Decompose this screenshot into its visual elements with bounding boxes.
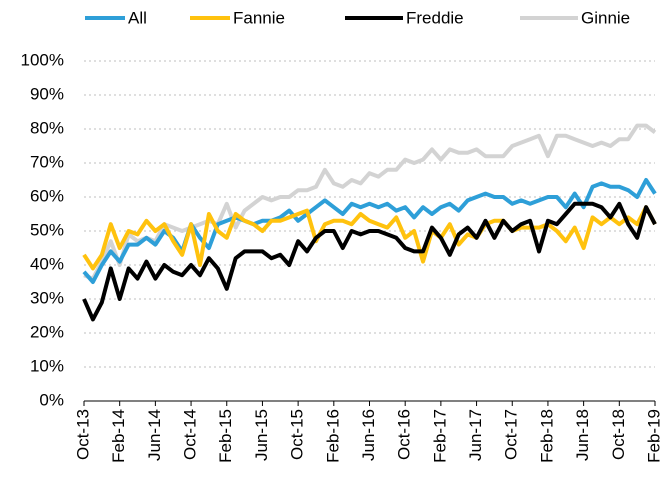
y-tick-label: 90%: [30, 84, 64, 103]
y-tick-label: 60%: [30, 186, 64, 205]
series-line: [83, 123, 657, 281]
x-tick-label: Feb-14: [109, 409, 128, 463]
x-tick-label: Feb-16: [323, 409, 342, 463]
y-tick-label: 50%: [30, 220, 64, 239]
x-tick-label: Jun-15: [252, 409, 271, 461]
x-tick-label: Jun-16: [359, 409, 378, 461]
legend-label: Freddie: [406, 8, 464, 27]
legend-label: Ginnie: [581, 8, 630, 27]
x-tick-label: Oct-13: [73, 409, 92, 460]
x-tick-label: Oct-15: [288, 409, 307, 460]
y-tick-label: 20%: [30, 322, 64, 341]
x-tick-label: Feb-19: [644, 409, 663, 463]
x-tick-label: Jun-18: [573, 409, 592, 461]
x-tick-label: Feb-15: [216, 409, 235, 463]
y-tick-label: 10%: [30, 356, 64, 375]
series-line: [82, 205, 657, 271]
x-tick-label: Feb-17: [430, 409, 449, 463]
x-tick-label: Feb-18: [537, 409, 556, 463]
y-tick-label: 30%: [30, 288, 64, 307]
legend-label: All: [128, 8, 147, 27]
series-line: [82, 201, 657, 322]
x-tick-label: Jun-14: [145, 409, 164, 461]
y-tick-label: 100%: [21, 50, 64, 69]
x-tick-label: Oct-16: [395, 409, 414, 460]
y-tick-label: 0%: [39, 390, 64, 409]
y-tick-label: 40%: [30, 254, 64, 273]
legend-label: Fannie: [233, 8, 285, 27]
x-tick-label: Oct-17: [502, 409, 521, 460]
y-tick-label: 70%: [30, 152, 64, 171]
x-tick-label: Oct-18: [609, 409, 628, 460]
y-tick-label: 80%: [30, 118, 64, 137]
x-tick-label: Jun-17: [466, 409, 485, 461]
x-tick-label: Oct-14: [181, 409, 200, 460]
